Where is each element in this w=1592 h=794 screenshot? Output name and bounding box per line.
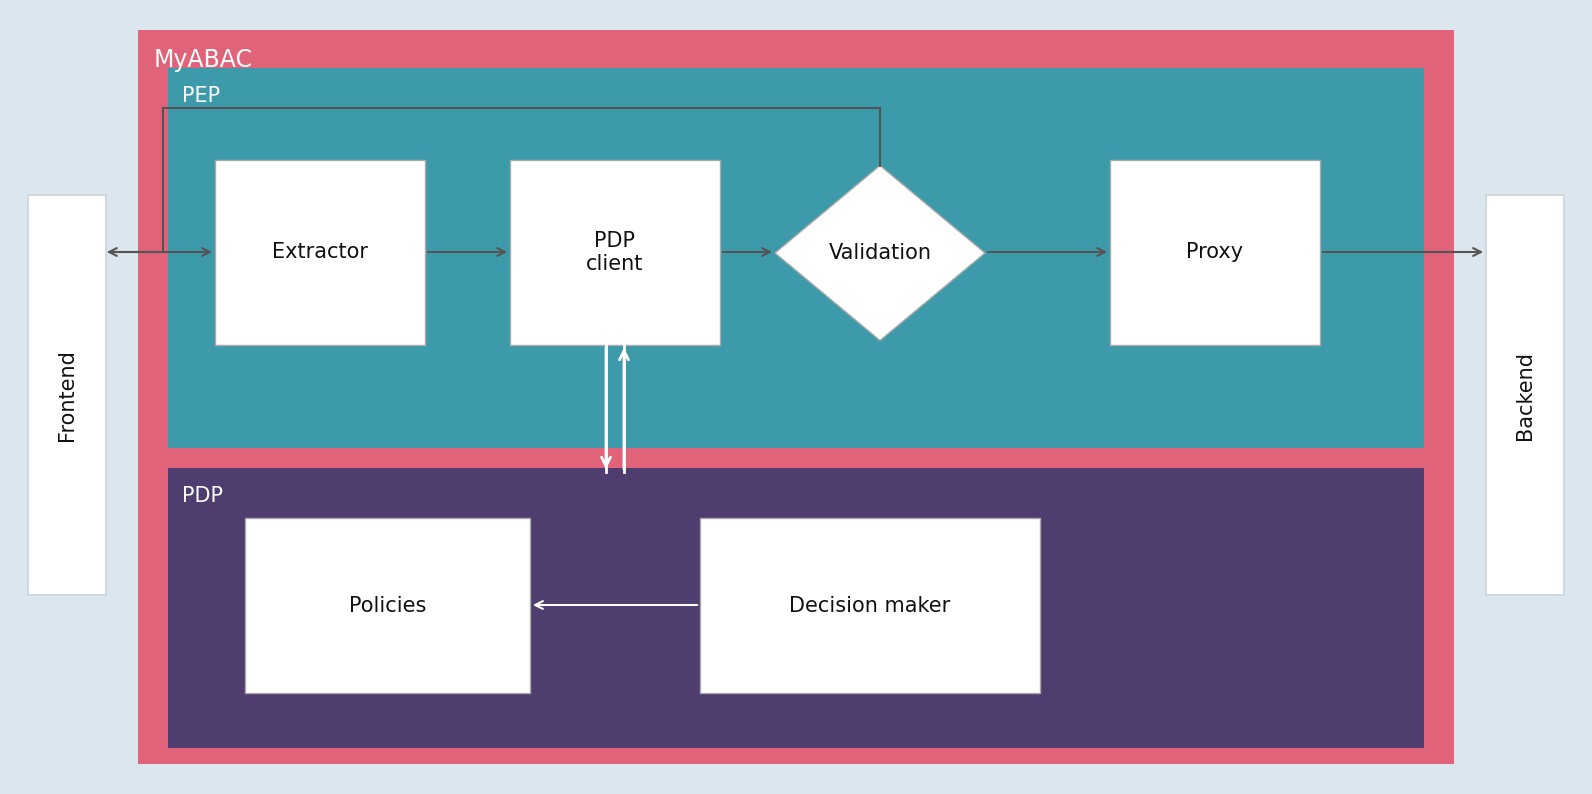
Text: Backend: Backend <box>1516 350 1535 440</box>
Bar <box>700 518 1040 693</box>
Bar <box>1110 160 1320 345</box>
Text: Proxy: Proxy <box>1186 242 1243 263</box>
Bar <box>509 160 720 345</box>
Bar <box>139 30 1453 764</box>
Text: Policies: Policies <box>349 596 427 615</box>
Bar <box>1485 195 1563 595</box>
Bar <box>29 195 107 595</box>
Bar <box>169 468 1423 748</box>
Text: MyABAC: MyABAC <box>154 48 253 72</box>
Text: Extractor: Extractor <box>272 242 368 263</box>
Text: Validation: Validation <box>828 243 931 263</box>
Text: Decision maker: Decision maker <box>790 596 950 615</box>
Bar <box>245 518 530 693</box>
Text: Frontend: Frontend <box>57 349 76 441</box>
Text: PEP: PEP <box>181 86 220 106</box>
Bar <box>215 160 425 345</box>
Polygon shape <box>775 165 985 341</box>
Text: PDP: PDP <box>181 486 223 506</box>
Text: PDP
client: PDP client <box>586 231 643 274</box>
Bar <box>169 68 1423 448</box>
